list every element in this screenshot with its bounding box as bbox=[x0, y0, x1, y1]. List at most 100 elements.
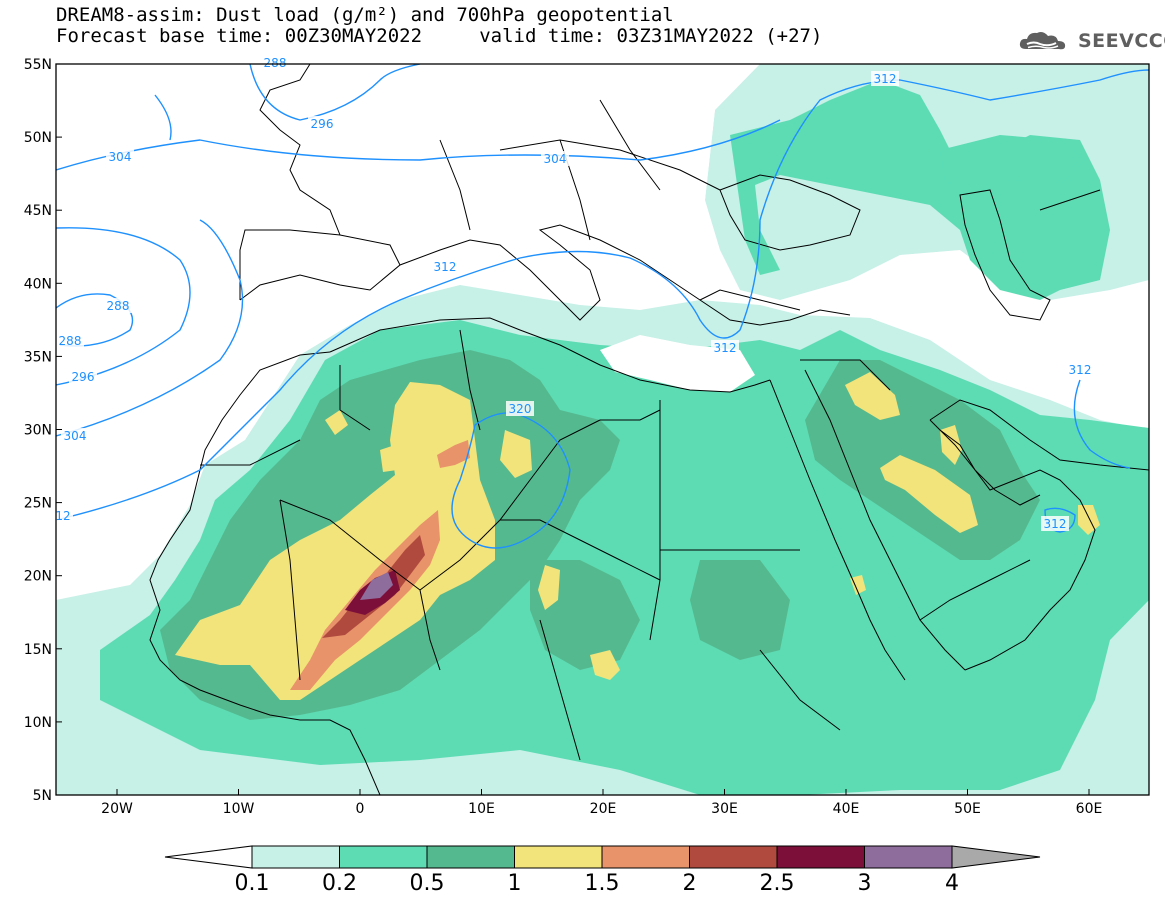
colorbar-segment bbox=[689, 845, 778, 869]
contour-label-group: 304 296 288 288 296 304 12 304 312 312 320 312 312 31… bbox=[53, 55, 1094, 531]
coast-france-uk bbox=[259, 64, 341, 236]
contour-label: 304 bbox=[544, 152, 567, 166]
cloud-icon bbox=[1019, 32, 1066, 50]
border-18 bbox=[699, 289, 801, 311]
contour-label: 312 bbox=[434, 260, 457, 274]
contour-312-east bbox=[1073, 379, 1131, 469]
contour-label-bg bbox=[1041, 516, 1069, 531]
colorbar-label: 4 bbox=[945, 871, 959, 896]
border-3 bbox=[419, 419, 601, 591]
lat-tick-label: 35N bbox=[24, 349, 52, 365]
contour-label-bg bbox=[69, 369, 97, 384]
longitude-axis: 20W 10W 0 10E 20E 30E 40E 50E 60E bbox=[101, 789, 1102, 817]
border-9 bbox=[459, 329, 481, 431]
contour-label-bg bbox=[106, 149, 134, 164]
coast-africa-north bbox=[329, 317, 771, 393]
colorbar-segment bbox=[514, 845, 603, 869]
colorbar-segment bbox=[864, 845, 953, 869]
lat-tick-label: 40N bbox=[24, 276, 52, 292]
contour-label-bg bbox=[104, 298, 132, 313]
border-12 bbox=[800, 359, 891, 391]
coast-redsea-west bbox=[769, 379, 906, 681]
coastlines bbox=[149, 64, 1149, 795]
coast-blacksea bbox=[719, 174, 861, 251]
lon-tick-label: 60E bbox=[1076, 801, 1103, 817]
lon-tick-label: 40E bbox=[833, 801, 860, 817]
lat-tick-label: 10N bbox=[24, 715, 52, 731]
lat-tick-label: 5N bbox=[33, 788, 52, 804]
colorbar-label: 1 bbox=[508, 871, 522, 896]
border-14 bbox=[499, 139, 721, 191]
contour-label-bg bbox=[431, 259, 459, 274]
border-7 bbox=[649, 400, 661, 641]
border-6 bbox=[500, 519, 661, 581]
contour-296-ring bbox=[56, 227, 191, 386]
border-5 bbox=[279, 499, 301, 681]
contour-label: 304 bbox=[64, 429, 87, 443]
contour-label-bg bbox=[711, 340, 739, 355]
coast-iberia bbox=[239, 229, 401, 300]
dust-area-0-5-sudan bbox=[690, 560, 790, 660]
lon-tick-label: 10E bbox=[468, 801, 495, 817]
contour-label: 296 bbox=[72, 370, 95, 384]
map-title: DREAM8-assim: Dust load (g/m²) and 700hP… bbox=[56, 4, 674, 26]
coast-caspian bbox=[959, 189, 1051, 321]
colorbar-label: 0.5 bbox=[410, 871, 445, 896]
border-2 bbox=[279, 499, 421, 591]
latitude-axis: 55N 50N 45N 40N 35N 30N 25N 20N 15N 10N 5N bbox=[24, 57, 62, 804]
dust-area-ne-2 bbox=[730, 80, 1110, 300]
coast-gulf bbox=[939, 429, 1041, 506]
border-13 bbox=[919, 559, 1031, 621]
border-11 bbox=[339, 365, 371, 431]
colorbar-min-arrow bbox=[164, 845, 253, 869]
lon-tick-label: 20E bbox=[590, 801, 617, 817]
forecast-time-line: Forecast base time: 00Z30MAY2022 valid t… bbox=[56, 25, 823, 47]
dust-area-1-5-north bbox=[437, 440, 470, 468]
colorbar-segment bbox=[251, 845, 340, 869]
lat-tick-label: 50N bbox=[24, 130, 52, 146]
lat-tick-label: 30N bbox=[24, 423, 52, 439]
dust-area-1-arabia-sw bbox=[850, 575, 866, 595]
border-15 bbox=[439, 139, 471, 231]
dust-area-1-oman bbox=[1078, 505, 1100, 535]
lon-tick-label: 0 bbox=[356, 801, 365, 817]
contour-label: 288 bbox=[107, 299, 130, 313]
contour-312-main bbox=[56, 69, 1149, 521]
lon-tick-label: 30E bbox=[711, 801, 738, 817]
contour-label: 320 bbox=[509, 402, 532, 416]
border-20 bbox=[759, 649, 841, 731]
contour-label: 312 bbox=[1044, 517, 1067, 531]
contour-label-bg bbox=[1066, 362, 1094, 377]
colorbar-label: 2.5 bbox=[760, 871, 795, 896]
contour-label: 296 bbox=[311, 117, 334, 131]
border-10 bbox=[600, 409, 661, 421]
contour-304-ring bbox=[56, 219, 244, 437]
border-19 bbox=[1039, 189, 1101, 211]
contour-288-ring bbox=[56, 293, 134, 347]
contour-label-bg bbox=[308, 116, 336, 131]
colorbar-segment bbox=[339, 845, 428, 869]
colorbar-label: 0.2 bbox=[322, 871, 357, 896]
colorbar-segment bbox=[776, 845, 865, 869]
lat-tick-label: 15N bbox=[24, 642, 52, 658]
colorbar-label: 1.5 bbox=[585, 871, 620, 896]
colorbar-label: 3 bbox=[858, 871, 872, 896]
seevccc-logo: SEEVCCC bbox=[1018, 26, 1165, 56]
border-21 bbox=[539, 619, 581, 761]
contour-label: 312 bbox=[714, 341, 737, 355]
contour-label-bg bbox=[871, 71, 899, 86]
lat-tick-label: 20N bbox=[24, 569, 52, 585]
logo-text: SEEVCCC bbox=[1078, 30, 1165, 52]
lat-tick-label: 25N bbox=[24, 496, 52, 512]
contour-label-bg bbox=[506, 401, 534, 416]
contour-312-ring-top bbox=[154, 94, 172, 141]
lon-tick-label: 50E bbox=[954, 801, 981, 817]
contour-304-north bbox=[56, 119, 781, 171]
lon-tick-label: 10W bbox=[223, 801, 255, 817]
coast-redsea-east bbox=[804, 369, 966, 671]
geopotential-contours bbox=[56, 64, 1149, 549]
border-1 bbox=[200, 439, 301, 466]
contour-label: 312 bbox=[1069, 363, 1092, 377]
colorbar-segment bbox=[601, 845, 690, 869]
dust-area-1-ne-algeria bbox=[500, 430, 532, 478]
